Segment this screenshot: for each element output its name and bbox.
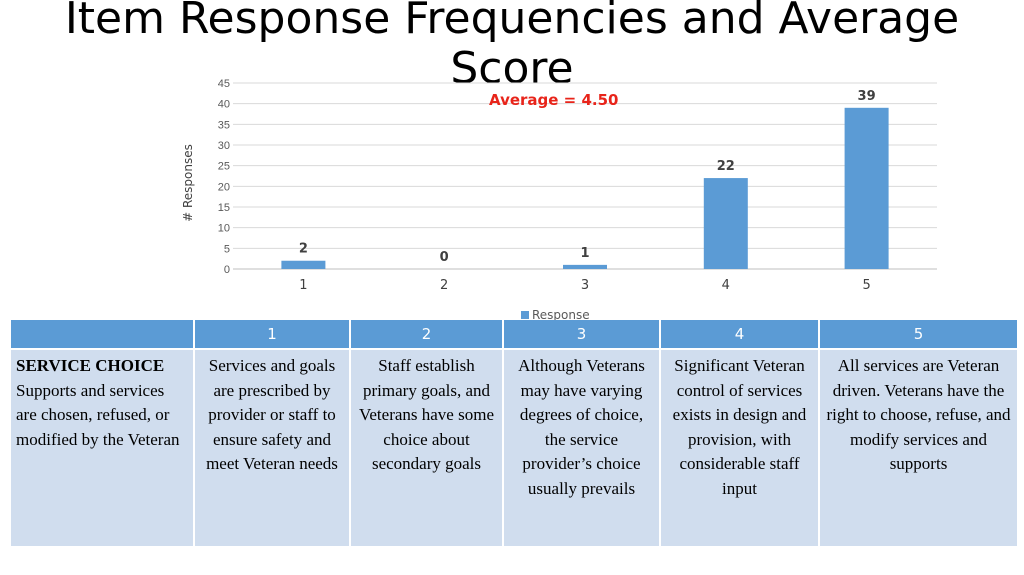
chart-legend: Response: [521, 308, 590, 322]
y-axis-ticks: 0 5 10 15 20 25 30 35 40 45: [218, 78, 230, 276]
y-tick-label: 30: [218, 140, 230, 152]
table-row: SERVICE CHOICE Supports and services are…: [11, 350, 1017, 546]
header-cell-4: 4: [661, 320, 818, 348]
row-heading-text: Supports and services are chosen, refuse…: [16, 380, 180, 449]
legend-label: Response: [532, 308, 590, 322]
cell-level-5: All services are Veteran driven. Veteran…: [820, 350, 1017, 546]
y-tick-label: 15: [218, 202, 230, 214]
legend-swatch: [521, 311, 529, 319]
header-cell-1: 1: [195, 320, 349, 348]
cell-level-4: Significant Veteran control of services …: [661, 350, 818, 546]
x-tick-label: 5: [862, 278, 870, 293]
header-cell-3: 3: [504, 320, 659, 348]
y-tick-label: 35: [218, 119, 230, 131]
y-tick-label: 5: [224, 243, 230, 255]
cell-level-2: Staff establish primary goals, and Veter…: [351, 350, 502, 546]
data-label: 22: [717, 159, 735, 174]
header-cell-5: 5: [820, 320, 1017, 348]
y-axis-label: # Responses: [181, 144, 195, 222]
average-annotation: Average = 4.50: [489, 91, 619, 109]
header-cell-2: 2: [351, 320, 502, 348]
y-tick-label: 40: [218, 99, 230, 111]
bar: [563, 264, 607, 269]
x-tick-label: 3: [581, 278, 589, 293]
cell-level-3: Although Veterans may have varying degre…: [504, 350, 659, 546]
data-labels: 2 0 1 22 39: [299, 89, 876, 265]
cell-level-1: Services and goals are prescribed by pro…: [195, 350, 349, 546]
data-label: 1: [580, 246, 589, 261]
x-tick-label: 4: [722, 278, 730, 293]
bars: [281, 107, 889, 269]
table-header-row: 1 2 3 4 5: [11, 320, 1017, 348]
bar: [703, 178, 748, 269]
data-label: 0: [440, 250, 449, 265]
y-tick-label: 0: [224, 264, 230, 276]
header-cell-empty: [11, 320, 193, 348]
bar: [281, 260, 326, 269]
x-tick-label: 2: [440, 278, 448, 293]
gridlines: [233, 82, 937, 270]
data-label: 39: [858, 89, 876, 104]
y-tick-label: 20: [218, 181, 230, 193]
bar: [844, 107, 889, 269]
y-tick-label: 45: [218, 78, 230, 90]
row-heading: SERVICE CHOICE: [16, 356, 165, 375]
y-tick-label: 25: [218, 161, 230, 173]
rubric-table: 1 2 3 4 5 SERVICE CHOICE Supports and se…: [9, 318, 1019, 548]
x-tick-label: 1: [299, 278, 307, 293]
row-heading-cell: SERVICE CHOICE Supports and services are…: [11, 350, 193, 546]
y-tick-label: 10: [218, 223, 230, 235]
slide-title: Item Response Frequencies and Average Sc…: [64, 0, 960, 94]
x-axis-ticks: 1 2 3 4 5: [299, 278, 870, 293]
data-label: 2: [299, 242, 308, 257]
